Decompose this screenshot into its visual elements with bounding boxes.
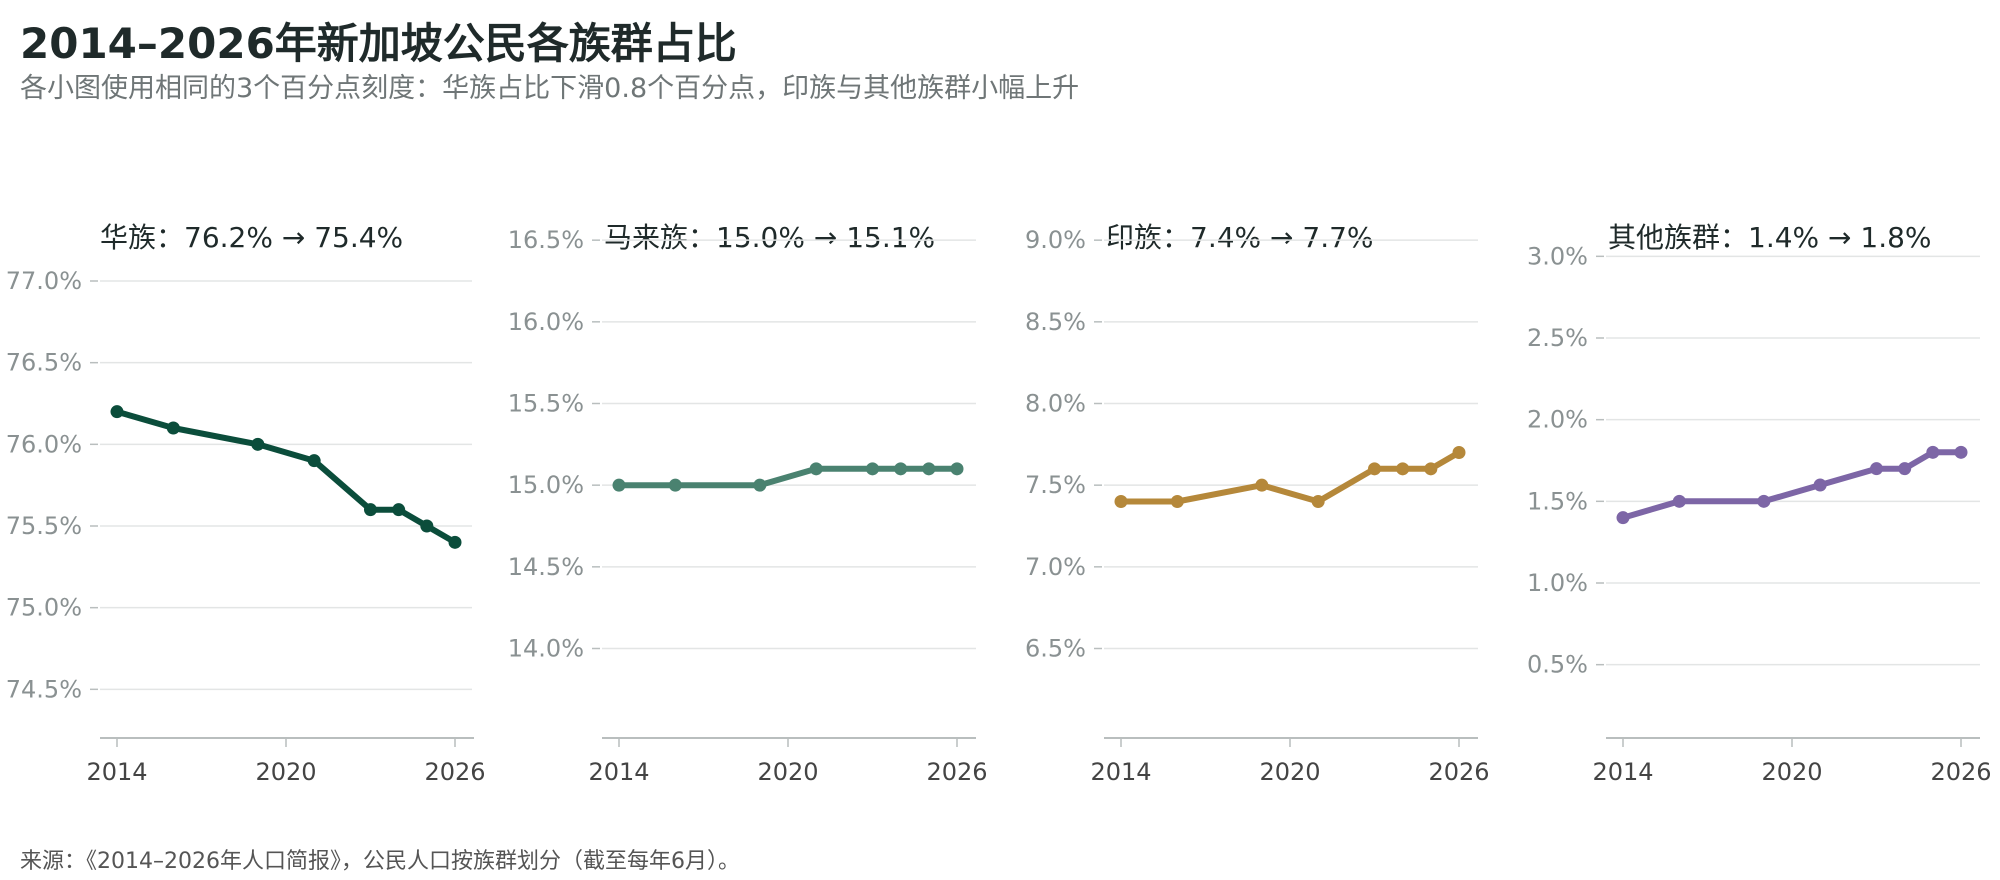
data-point bbox=[894, 462, 908, 476]
y-tick-label: 2.5% bbox=[1527, 324, 1588, 352]
data-point bbox=[166, 421, 180, 435]
data-point bbox=[392, 503, 406, 517]
data-point bbox=[1255, 478, 1269, 492]
data-point bbox=[364, 503, 377, 517]
x-tick-label: 2020 bbox=[1259, 758, 1320, 786]
y-tick-label: 14.5% bbox=[508, 553, 584, 581]
y-tick-label: 76.5% bbox=[6, 349, 82, 377]
x-tick-label: 2020 bbox=[1761, 758, 1822, 786]
data-point bbox=[1452, 446, 1466, 459]
series-line bbox=[1118, 449, 1462, 505]
data-point bbox=[866, 462, 879, 476]
chart-title: 2014–2026年新加坡公民各族群占比 bbox=[20, 19, 737, 68]
data-point bbox=[668, 478, 682, 492]
data-point bbox=[1424, 462, 1438, 476]
data-point bbox=[110, 405, 124, 419]
data-point bbox=[1757, 494, 1771, 508]
x-tick-label: 2014 bbox=[1090, 758, 1151, 786]
data-point bbox=[1926, 445, 1940, 459]
y-tick-label: 75.0% bbox=[6, 594, 82, 622]
data-point bbox=[307, 454, 321, 468]
y-tick-label: 0.5% bbox=[1527, 651, 1588, 679]
y-tick-label: 16.0% bbox=[508, 308, 584, 336]
y-tick-label: 15.0% bbox=[508, 471, 584, 499]
x-tick-label: 2020 bbox=[757, 758, 818, 786]
x-tick-label: 2020 bbox=[255, 758, 316, 786]
x-tick-label: 2014 bbox=[1592, 758, 1653, 786]
data-point bbox=[809, 462, 823, 476]
y-tick-label: 77.0% bbox=[6, 267, 82, 295]
data-point bbox=[420, 519, 434, 533]
series-line bbox=[1620, 449, 1964, 521]
y-tick-label: 7.0% bbox=[1025, 553, 1086, 581]
x-tick-label: 2014 bbox=[588, 758, 649, 786]
y-tick-label: 2.0% bbox=[1527, 406, 1588, 434]
data-point bbox=[1813, 478, 1827, 492]
y-tick-label: 16.5% bbox=[508, 226, 584, 254]
chart-subtitle: 各小图使用相同的3个百分点刻度：华族占比下滑0.8个百分点，印族与其他族群小幅上… bbox=[20, 73, 1080, 104]
data-point bbox=[1114, 495, 1128, 508]
x-tick-label: 2026 bbox=[1930, 758, 1991, 786]
y-tick-label: 74.5% bbox=[6, 675, 82, 703]
panel-title: 印族：7.4% → 7.7% bbox=[1106, 221, 1374, 254]
y-tick-label: 7.5% bbox=[1025, 471, 1086, 499]
source-note: 来源：《2014–2026年人口简报》，公民人口按族群划分（截至每年6月）。 bbox=[20, 849, 740, 874]
data-point bbox=[1954, 445, 1968, 459]
y-tick-label: 9.0% bbox=[1025, 226, 1086, 254]
data-point bbox=[1396, 462, 1410, 476]
panel-title: 华族：76.2% → 75.4% bbox=[100, 221, 403, 254]
data-point bbox=[612, 478, 626, 492]
data-point bbox=[251, 437, 265, 451]
data-point bbox=[922, 462, 936, 476]
y-tick-label: 14.0% bbox=[508, 635, 584, 663]
data-point bbox=[448, 535, 462, 549]
data-point bbox=[1672, 494, 1686, 508]
x-tick-label: 2026 bbox=[926, 758, 987, 786]
x-tick-label: 2014 bbox=[86, 758, 147, 786]
data-point bbox=[1898, 462, 1912, 476]
y-tick-label: 8.5% bbox=[1025, 308, 1086, 336]
x-tick-label: 2026 bbox=[424, 758, 485, 786]
y-tick-label: 1.0% bbox=[1527, 569, 1588, 597]
x-tick-label: 2026 bbox=[1428, 758, 1489, 786]
data-point bbox=[1616, 511, 1630, 525]
data-point bbox=[1870, 462, 1883, 476]
y-tick-label: 76.0% bbox=[6, 430, 82, 458]
data-point bbox=[753, 478, 767, 492]
y-tick-label: 1.5% bbox=[1527, 487, 1588, 515]
y-tick-label: 8.0% bbox=[1025, 390, 1086, 418]
data-point bbox=[950, 462, 964, 476]
data-point bbox=[1368, 462, 1381, 476]
y-tick-label: 3.0% bbox=[1527, 242, 1588, 270]
data-point bbox=[1311, 495, 1325, 508]
panel-title: 马来族：15.0% → 15.1% bbox=[604, 221, 935, 254]
series-line bbox=[114, 408, 458, 546]
panel-title: 其他族群：1.4% → 1.8% bbox=[1608, 221, 1932, 254]
data-point bbox=[1170, 495, 1184, 508]
y-tick-label: 15.5% bbox=[508, 390, 584, 418]
y-tick-label: 6.5% bbox=[1025, 635, 1086, 663]
y-tick-label: 75.5% bbox=[6, 512, 82, 540]
